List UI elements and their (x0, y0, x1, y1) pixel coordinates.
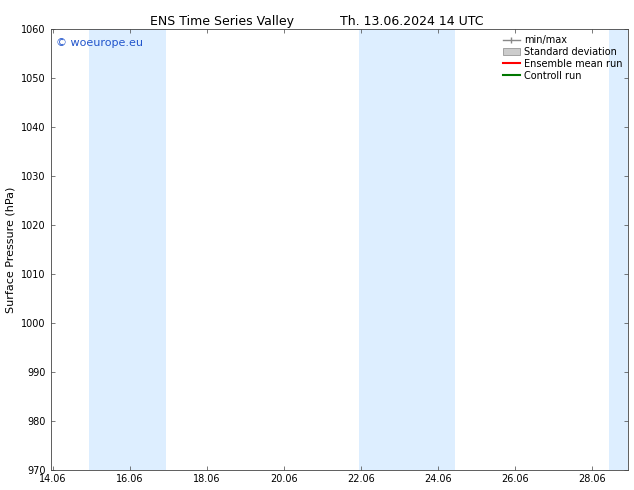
Bar (609, 29, 628, 469)
Bar (359, 29, 455, 469)
Y-axis label: Surface Pressure (hPa): Surface Pressure (hPa) (6, 186, 16, 313)
Bar (89, 29, 166, 469)
Legend: min/max, Standard deviation, Ensemble mean run, Controll run: min/max, Standard deviation, Ensemble me… (500, 32, 626, 84)
Text: © woeurope.eu: © woeurope.eu (56, 38, 143, 48)
Text: ENS Time Series Valley: ENS Time Series Valley (150, 15, 294, 28)
Text: Th. 13.06.2024 14 UTC: Th. 13.06.2024 14 UTC (340, 15, 484, 28)
